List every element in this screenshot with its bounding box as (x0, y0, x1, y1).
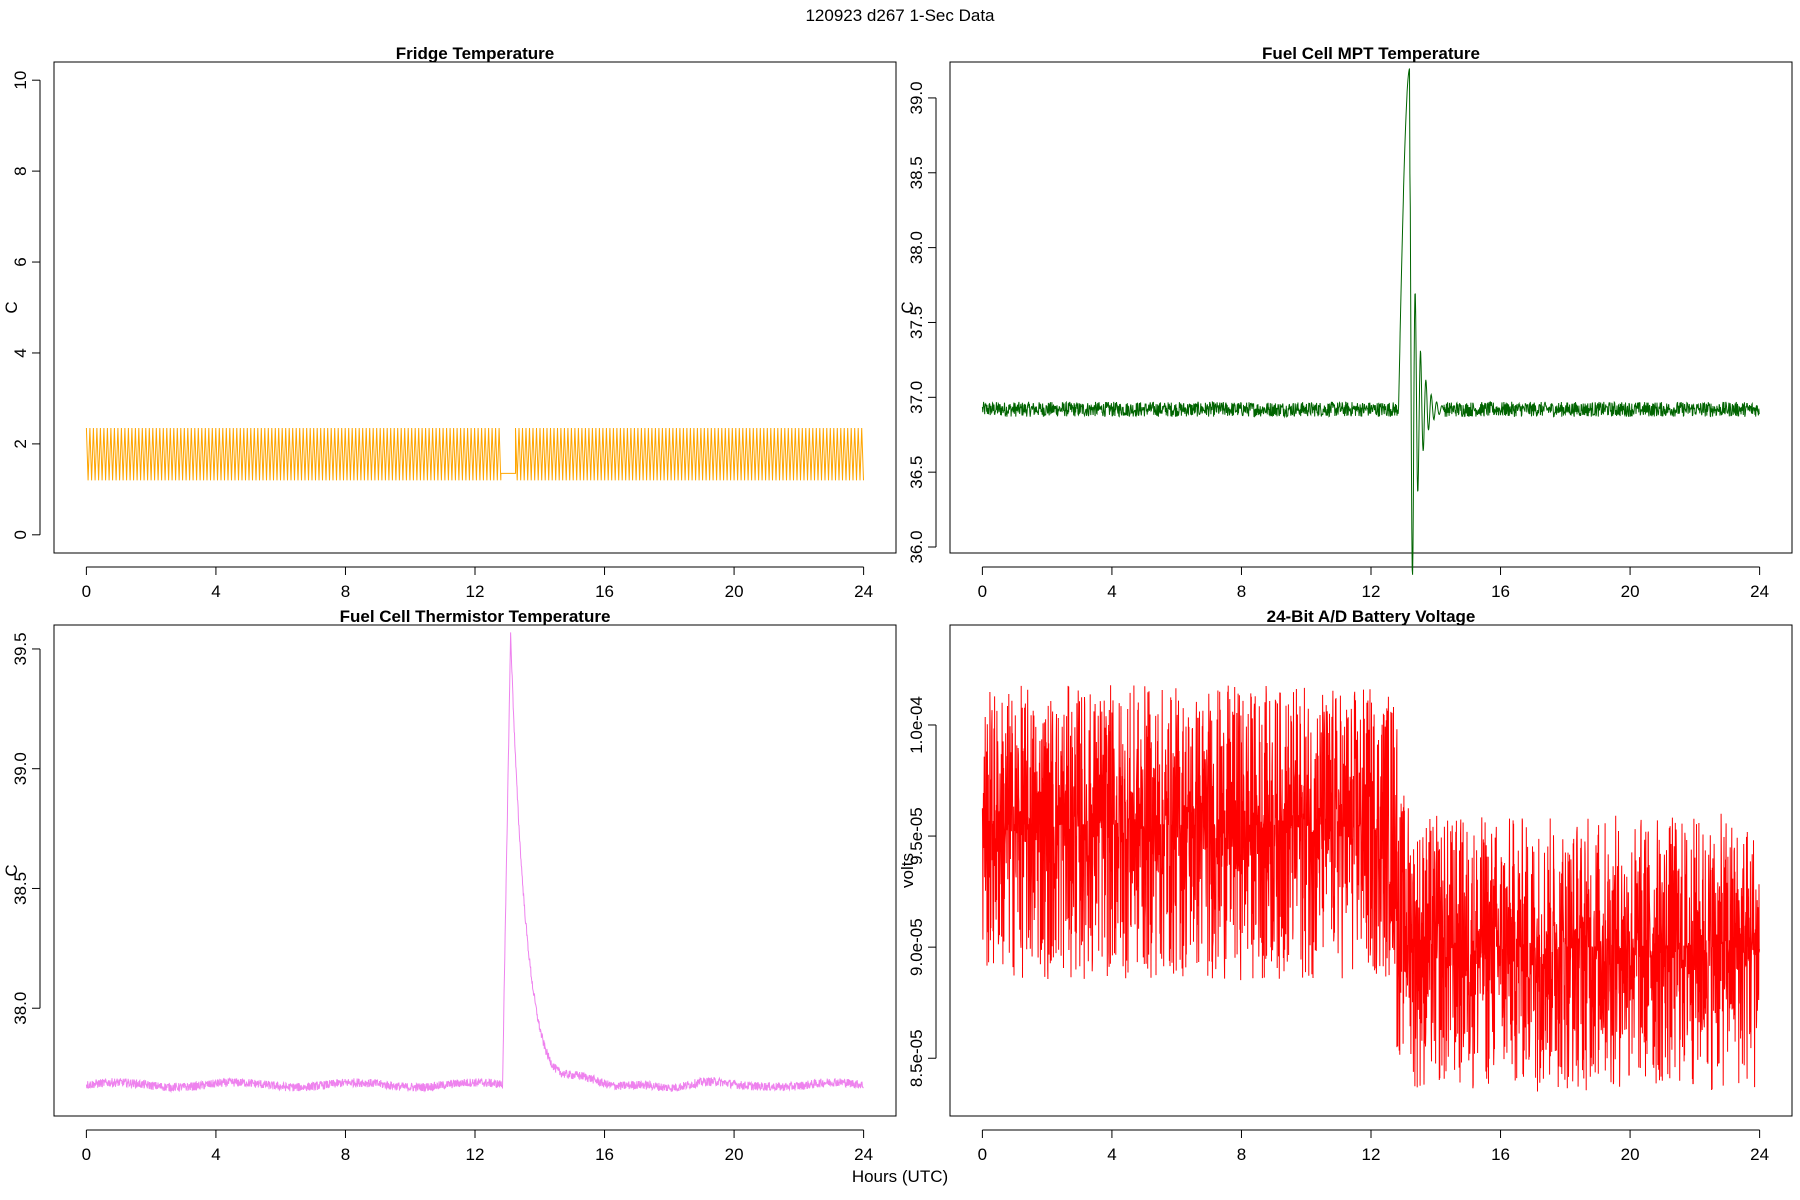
y-tick-label: 37.0 (907, 381, 926, 414)
x-tick-label: 4 (211, 582, 220, 601)
plot-frame (949, 61, 1793, 554)
x-tick-label: 24 (1750, 1145, 1769, 1164)
x-tick-label: 20 (725, 582, 744, 601)
y-tick-label: 36.5 (907, 456, 926, 489)
y-tick-label: 1.0e-04 (907, 696, 926, 754)
y-tick-label: 36.0 (907, 530, 926, 563)
series-line (981, 68, 1760, 575)
y-tick-label: 38.5 (907, 156, 926, 189)
x-tick-label: 4 (211, 1145, 220, 1164)
x-tick-label: 0 (978, 582, 987, 601)
y-tick-label: 39.5 (11, 632, 30, 665)
x-tick-label: 8 (1237, 582, 1246, 601)
y-tick-label: 8.5e-05 (907, 1029, 926, 1087)
x-tick-label: 24 (854, 1145, 873, 1164)
panel-3: Fuel Cell Thermistor Temperature 0 4 8 12 16 2… (2, 607, 897, 1164)
y-axis-label: volts (898, 853, 917, 888)
x-tick-label: 12 (466, 582, 485, 601)
x-tick-label: 8 (341, 582, 350, 601)
y-axis-label: C (898, 301, 917, 313)
series-line (85, 632, 864, 1094)
x-tick-label: 12 (1362, 1145, 1381, 1164)
y-tick-label: 38.0 (11, 992, 30, 1025)
y-axis-label: C (2, 864, 21, 876)
x-tick-label: 16 (595, 582, 614, 601)
y-tick-label: 39.0 (11, 752, 30, 785)
x-axis-label: Hours (UTC) (851, 1167, 949, 1186)
x-tick-label: 16 (1491, 1145, 1510, 1164)
x-tick-label: 0 (82, 582, 91, 601)
x-tick-label: 12 (1362, 582, 1381, 601)
panel-title: Fridge Temperature (396, 44, 554, 63)
y-tick-label: 38.0 (907, 231, 926, 264)
page-title: 120923 d267 1-Sec Data (805, 6, 995, 25)
y-tick-label: 39.0 (907, 81, 926, 114)
x-tick-label: 24 (854, 582, 873, 601)
y-tick-label: 10 (11, 71, 30, 90)
x-tick-label: 8 (1237, 1145, 1246, 1164)
x-tick-label: 20 (725, 1145, 744, 1164)
plot-frame (949, 624, 1793, 1117)
series-line (85, 427, 864, 481)
y-tick-label: 6 (11, 257, 30, 266)
x-tick-label: 20 (1621, 582, 1640, 601)
x-tick-label: 16 (1491, 582, 1510, 601)
panel-2: Fuel Cell MPT Temperature 0 4 8 12 16 20 24 36.0… (898, 44, 1793, 601)
panel-4: 24-Bit A/D Battery Voltage 0 4 8 12 16 20 24 8.5… (898, 607, 1793, 1164)
y-tick-label: 4 (11, 348, 30, 357)
y-tick-label: 0 (11, 530, 30, 539)
x-tick-label: 24 (1750, 582, 1769, 601)
x-tick-label: 4 (1107, 1145, 1116, 1164)
panel-title: Fuel Cell Thermistor Temperature (340, 607, 611, 626)
y-tick-label: 8 (11, 166, 30, 175)
panel-title: 24-Bit A/D Battery Voltage (1267, 607, 1476, 626)
x-tick-label: 4 (1107, 582, 1116, 601)
x-tick-label: 0 (82, 1145, 91, 1164)
x-tick-label: 8 (341, 1145, 350, 1164)
plot-frame (53, 624, 897, 1117)
y-tick-label: 9.0e-05 (907, 918, 926, 976)
y-tick-label: 37.5 (907, 306, 926, 339)
y-tick-label: 2 (11, 439, 30, 448)
series-line (981, 685, 1760, 1092)
x-tick-label: 0 (978, 1145, 987, 1164)
x-tick-label: 16 (595, 1145, 614, 1164)
plot-frame (53, 61, 897, 554)
y-axis-label: C (2, 301, 21, 313)
x-tick-label: 12 (466, 1145, 485, 1164)
panel-title: Fuel Cell MPT Temperature (1262, 44, 1480, 63)
x-tick-label: 20 (1621, 1145, 1640, 1164)
y-tick-label: 9.5e-05 (907, 807, 926, 865)
y-tick-label: 38.5 (11, 872, 30, 905)
